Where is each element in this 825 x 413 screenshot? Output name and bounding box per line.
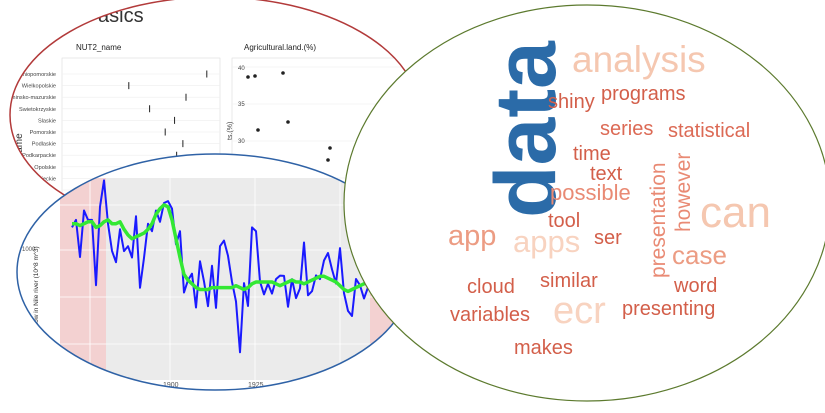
region-label: Pomorskie bbox=[30, 130, 56, 136]
word-apps: apps bbox=[513, 224, 580, 259]
word-ecr: ecr bbox=[553, 290, 606, 332]
right-tick-35: 35 bbox=[238, 102, 245, 108]
region-label: Slaskie bbox=[38, 118, 56, 124]
word-statistical: statistical bbox=[668, 120, 750, 142]
right-tick-30: 30 bbox=[238, 139, 245, 145]
region-label: Swietokrzyskie bbox=[19, 107, 56, 113]
right-dot bbox=[256, 128, 260, 132]
word-series: series bbox=[600, 118, 653, 140]
smoothed-line bbox=[72, 203, 369, 294]
nile-chart-panel: 1000 500 1900 1925 Year Water flow in Ni… bbox=[16, 153, 414, 400]
word-cloud: data analysis shiny programs series stat… bbox=[448, 39, 771, 359]
right-dot bbox=[286, 120, 290, 124]
word-time: time bbox=[573, 143, 611, 165]
right-dot bbox=[253, 74, 257, 78]
right-dot bbox=[328, 146, 332, 150]
region-label: Zachodniopomorskie bbox=[4, 72, 56, 78]
left-facet-strip: NUT2_name bbox=[76, 43, 122, 52]
right-dot bbox=[281, 71, 285, 75]
word-shiny: shiny bbox=[548, 91, 595, 113]
panel3-border bbox=[343, 4, 825, 402]
region-label: Malopolskie bbox=[26, 188, 56, 194]
word-app: app bbox=[448, 220, 496, 252]
word-text: text bbox=[590, 163, 623, 185]
right-facet-strip: Agricultural.land.(%) bbox=[244, 43, 316, 52]
right-tick-40: 40 bbox=[238, 66, 245, 72]
word-analysis: analysis bbox=[572, 39, 706, 80]
word-possible: possible bbox=[550, 180, 631, 205]
word-programs: programs bbox=[601, 83, 685, 105]
x-tick-1925: 1925 bbox=[248, 382, 264, 389]
region-label: Podlaskie bbox=[32, 142, 56, 148]
word-variables: variables bbox=[450, 304, 530, 326]
word-ser: ser bbox=[594, 227, 622, 249]
plot-background bbox=[60, 178, 395, 380]
word-cloud-panel: data analysis shiny programs series stat… bbox=[343, 4, 825, 402]
x-tick-1900: 1900 bbox=[163, 382, 179, 389]
word-presentation: presentation bbox=[647, 162, 670, 278]
right-axis-title: ts.(%) bbox=[227, 122, 234, 140]
y-axis-title: Water flow in Nile river (10^8 m^3) bbox=[33, 246, 40, 345]
region-label: Warminsko-mazurskie bbox=[1, 95, 56, 101]
y-tick-1000: 1000 bbox=[22, 247, 36, 253]
x-axis-title: Year bbox=[229, 391, 246, 400]
right-dot bbox=[326, 158, 330, 162]
word-tool: tool bbox=[548, 210, 580, 232]
word-cloud-term: cloud bbox=[467, 276, 515, 298]
word-similar: similar bbox=[540, 270, 598, 292]
word-however: however bbox=[672, 153, 695, 232]
nile-series bbox=[71, 179, 369, 354]
right-dot bbox=[246, 75, 250, 79]
region-label: Wielkopolskie bbox=[22, 84, 56, 90]
word-word: word bbox=[673, 275, 717, 297]
region-label: Opolskie bbox=[34, 165, 56, 171]
region-label: Podkarpackie bbox=[22, 153, 56, 159]
word-presenting: presenting bbox=[622, 298, 715, 320]
y-tick-500: 500 bbox=[30, 341, 41, 347]
word-case: case bbox=[672, 240, 727, 270]
word-makes: makes bbox=[514, 337, 573, 359]
word-data: data bbox=[478, 40, 574, 218]
word-can: can bbox=[700, 188, 771, 237]
